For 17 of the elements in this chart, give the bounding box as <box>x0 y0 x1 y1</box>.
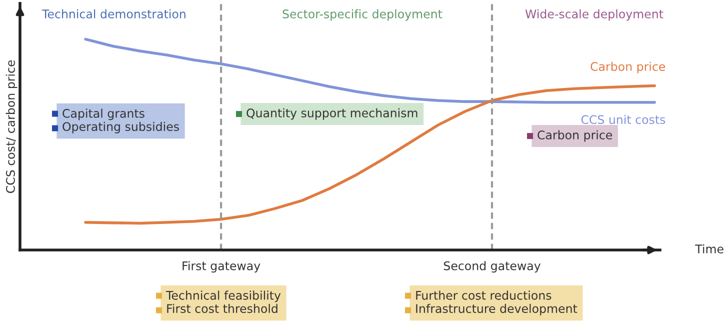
text: Technical demonstration <box>42 9 186 18</box>
text: First cost threshold <box>167 304 278 314</box>
text: Technical feasibility <box>166 290 281 302</box>
x-tick-label: Second gateway <box>444 261 540 273</box>
x-axis-title: Time <box>695 244 724 254</box>
annotation: Carbon price <box>538 130 612 142</box>
text: Infrastructure development <box>416 304 578 316</box>
annotation: Operating subsidies <box>62 122 179 134</box>
text: Sector-specific deployment <box>282 9 442 21</box>
series-label: CCS unit costs <box>581 114 666 124</box>
x-tick-label: First gateway <box>182 261 260 273</box>
y-axis-title: CCS cost/ carbon price <box>6 60 18 193</box>
text: Further cost reductions <box>416 290 552 300</box>
annotation: Capital grants <box>62 108 144 120</box>
series-label: Carbon price <box>590 62 666 74</box>
text: Wide-scale deployment <box>525 9 664 21</box>
annotation: Quantity support mechanism <box>246 108 418 120</box>
